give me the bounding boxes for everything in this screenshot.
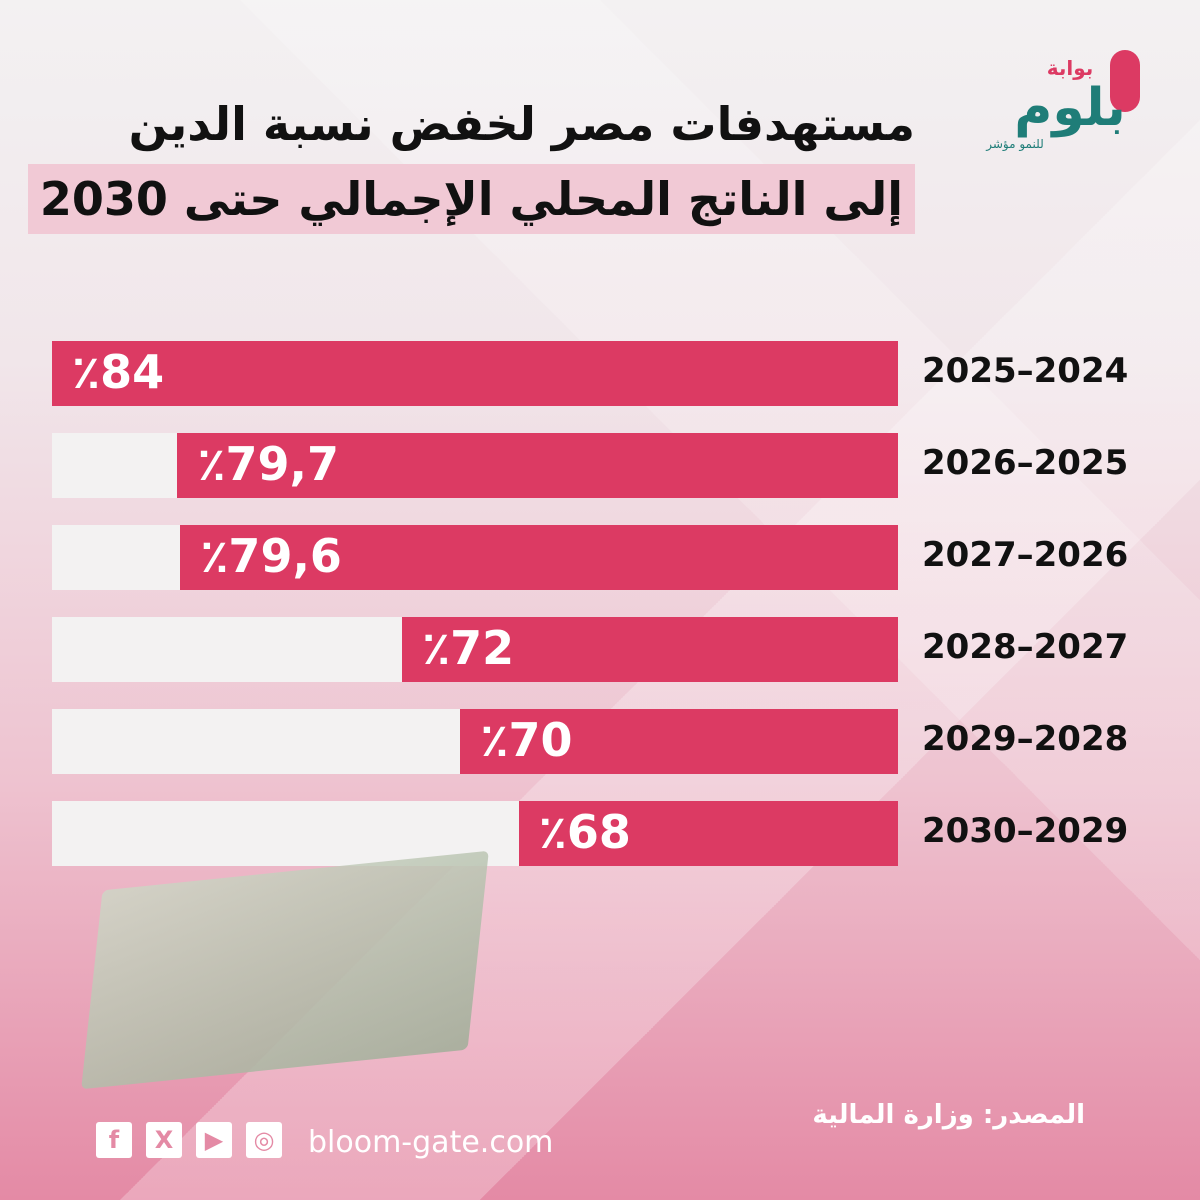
value-label: ٪79,7 xyxy=(197,437,340,491)
svg-text:بلوم: بلوم xyxy=(1014,78,1125,138)
bar-track: ٪79,6 xyxy=(52,525,898,590)
value-label: ٪70 xyxy=(480,713,573,767)
category-label: 2025–2024 xyxy=(922,351,1129,391)
bar-track: ٪72 xyxy=(52,617,898,682)
facebook-icon[interactable]: f xyxy=(96,1122,132,1158)
bar: ٪79,7 xyxy=(177,433,898,498)
logo: بوابة بلوم للنمو مؤشر xyxy=(985,50,1140,152)
value-label: ٪79,6 xyxy=(200,529,342,583)
category-label: 2030–2029 xyxy=(922,811,1129,851)
bar: ٪79,6 xyxy=(180,525,898,590)
value-label: ٪84 xyxy=(72,345,165,399)
category-label: 2029–2028 xyxy=(922,719,1129,759)
value-label: ٪72 xyxy=(422,621,515,675)
title-line-2: إلى الناتج المحلي الإجمالي حتى 2030 xyxy=(27,164,915,234)
instagram-icon[interactable]: ◎ xyxy=(246,1122,282,1158)
category-label: 2026–2025 xyxy=(922,443,1129,483)
youtube-icon[interactable]: ▶ xyxy=(196,1122,232,1158)
bar-track: ٪84 xyxy=(52,341,898,406)
source-text: المصدر: وزارة المالية xyxy=(812,1100,1085,1130)
dollar-bill-image xyxy=(81,850,489,1090)
title-line-1: مستهدفات مصر لخفض نسبة الدين xyxy=(128,97,915,151)
website-link[interactable]: bloom-gate.com xyxy=(308,1125,554,1160)
value-label: ٪68 xyxy=(538,805,631,859)
chart-title: مستهدفات مصر لخفض نسبة الدين إلى الناتج … xyxy=(27,92,915,234)
bar: ٪84 xyxy=(52,341,898,406)
bar: ٪72 xyxy=(402,617,898,682)
category-label: 2027–2026 xyxy=(922,535,1129,575)
category-label: 2028–2027 xyxy=(922,627,1129,667)
social-links: f X ▶ ◎ xyxy=(96,1122,282,1158)
bar: ٪68 xyxy=(518,801,898,866)
bar-track: ٪70 xyxy=(52,709,898,774)
svg-text:للنمو مؤشر: للنمو مؤشر xyxy=(985,137,1044,152)
bar: ٪70 xyxy=(460,709,898,774)
x-icon[interactable]: X xyxy=(146,1122,182,1158)
bar-track: ٪79,7 xyxy=(52,433,898,498)
svg-text:بوابة: بوابة xyxy=(1047,56,1094,80)
